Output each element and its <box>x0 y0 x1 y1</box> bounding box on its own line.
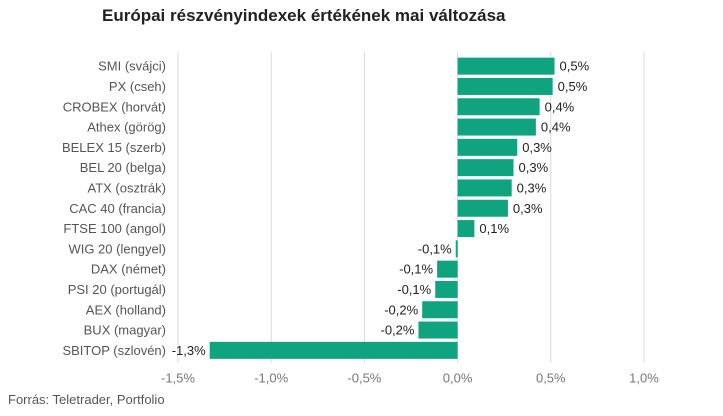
bar <box>457 179 512 197</box>
data-label: -1,3% <box>172 343 206 358</box>
category-label: PSI 20 (portugál) <box>68 282 166 297</box>
data-label: 0,3% <box>513 201 543 216</box>
data-label: 0,5% <box>560 59 590 74</box>
data-label: -0,2% <box>380 323 414 338</box>
bar <box>457 57 555 75</box>
bar <box>437 260 458 278</box>
bar <box>457 199 508 217</box>
category-label: CROBEX (horvát) <box>63 99 166 114</box>
category-label: WIG 20 (lengyel) <box>68 241 166 256</box>
data-label: -0,1% <box>399 262 433 277</box>
data-label: -0,2% <box>384 302 418 317</box>
data-label: 0,3% <box>517 180 547 195</box>
data-label: 0,3% <box>519 160 549 175</box>
x-tick-label: -1,5% <box>161 371 195 386</box>
bar <box>457 98 540 116</box>
category-label: CAC 40 (francia) <box>69 201 166 216</box>
x-tick-label: 0,5% <box>536 371 566 386</box>
data-label: -0,1% <box>397 282 431 297</box>
bar <box>209 341 458 359</box>
bar <box>435 280 458 298</box>
data-label: 0,5% <box>558 79 588 94</box>
bar <box>457 159 514 177</box>
category-label: AEX (holland) <box>86 302 166 317</box>
bar <box>457 220 475 238</box>
data-label: 0,4% <box>541 120 571 135</box>
chart-title: Európai részvényindexek értékének mai vá… <box>102 6 506 25</box>
category-label: BUX (magyar) <box>84 323 166 338</box>
bar <box>457 77 553 95</box>
data-label: 0,1% <box>479 221 509 236</box>
x-tick-label: -1,0% <box>254 371 288 386</box>
bar <box>422 301 458 319</box>
bar <box>418 321 458 339</box>
data-label: 0,4% <box>545 99 575 114</box>
x-tick-label: 1,0% <box>629 371 659 386</box>
x-tick-label: 0,0% <box>443 371 473 386</box>
data-label: -0,1% <box>418 241 452 256</box>
category-label: ATX (osztrák) <box>88 180 167 195</box>
bar <box>455 240 458 258</box>
x-tick-label: -0,5% <box>347 371 381 386</box>
category-label: BEL 20 (belga) <box>80 160 166 175</box>
category-label: SBITOP (szlovén) <box>62 343 166 358</box>
category-label: DAX (német) <box>91 262 166 277</box>
bar <box>457 118 536 136</box>
category-label: Athex (görög) <box>87 120 166 135</box>
category-label: BELEX 15 (szerb) <box>62 140 166 155</box>
source-note: Forrás: Teletrader, Portfolio <box>8 392 165 407</box>
category-label: SMI (svájci) <box>98 59 166 74</box>
data-label: 0,3% <box>522 140 552 155</box>
category-label: FTSE 100 (angol) <box>63 221 166 236</box>
category-label: PX (cseh) <box>109 79 166 94</box>
bar <box>457 138 518 156</box>
